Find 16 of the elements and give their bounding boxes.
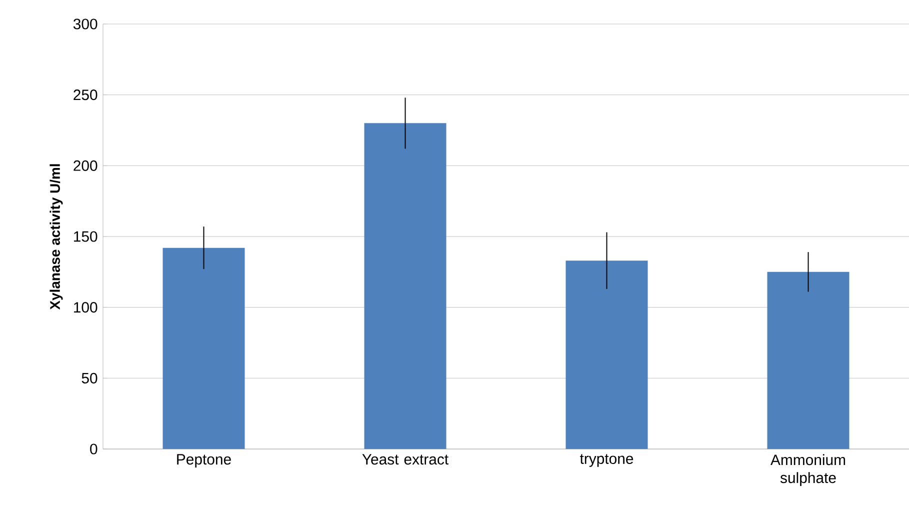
x-tick-label: Ammonium sulphate: [770, 454, 846, 486]
x-tick-label: Yeast extract: [362, 454, 448, 465]
y-tick-label: 150: [74, 231, 98, 242]
bar: [364, 123, 446, 449]
bar: [566, 260, 648, 449]
bar: [162, 248, 245, 449]
y-tick-label: 200: [74, 160, 98, 171]
y-tick-label: 300: [73, 18, 98, 30]
bar: [767, 272, 850, 449]
y-tick-label: 100: [74, 302, 98, 313]
y-tick-label: 250: [74, 90, 98, 100]
y-tick-label: 50: [82, 372, 98, 384]
x-tick-label: tryptone: [580, 454, 634, 467]
x-tick-label: Peptone: [177, 454, 231, 468]
y-tick-label: 0: [90, 444, 98, 454]
y-axis-title: Xylanase activity U/ml: [50, 164, 63, 310]
